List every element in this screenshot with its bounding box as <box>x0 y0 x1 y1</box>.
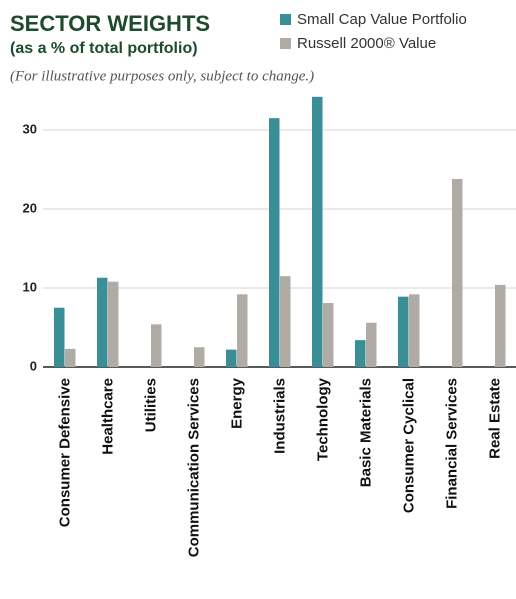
x-tick-label: Consumer Defensive <box>56 378 73 527</box>
bar <box>237 294 248 367</box>
bar <box>65 348 76 367</box>
bar <box>452 178 463 367</box>
legend-swatch <box>280 14 291 25</box>
x-tick-label: Consumer Cyclical <box>400 378 417 513</box>
bar <box>269 118 280 368</box>
y-tick-label: 20 <box>23 200 37 215</box>
note: (For illustrative purposes only, subject… <box>10 68 314 84</box>
bar <box>226 349 237 367</box>
bar <box>398 296 409 367</box>
x-tick-label: Financial Services <box>443 378 460 509</box>
bar <box>151 324 162 367</box>
x-tick-label: Technology <box>314 377 331 461</box>
legend-label: Russell 2000® Value <box>297 35 436 52</box>
bar <box>366 322 377 367</box>
bar <box>355 340 366 367</box>
x-tick-label: Energy <box>228 377 245 429</box>
y-tick-label: 10 <box>23 279 37 294</box>
x-tick-label: Real Estate <box>486 378 503 459</box>
bar <box>280 276 291 367</box>
y-tick-label: 30 <box>23 121 37 136</box>
legend-swatch <box>280 38 291 49</box>
x-tick-label: Utilities <box>142 378 159 432</box>
x-tick-label: Communication Services <box>185 378 202 557</box>
x-tick-label: Healthcare <box>99 378 116 455</box>
bar <box>54 307 65 367</box>
legend-label: Small Cap Value Portfolio <box>297 11 467 28</box>
bar <box>323 303 334 367</box>
bar <box>97 277 108 367</box>
bar <box>312 96 323 367</box>
bar <box>495 284 506 367</box>
bar <box>409 294 420 367</box>
chart-subtitle: (as a % of total portfolio) <box>10 40 198 57</box>
bar <box>194 347 205 367</box>
x-tick-label: Industrials <box>271 378 288 454</box>
y-tick-label: 0 <box>30 358 37 373</box>
x-tick-label: Basic Materials <box>357 378 374 487</box>
bar <box>108 281 119 367</box>
chart-title: SECTOR WEIGHTS <box>10 11 210 36</box>
